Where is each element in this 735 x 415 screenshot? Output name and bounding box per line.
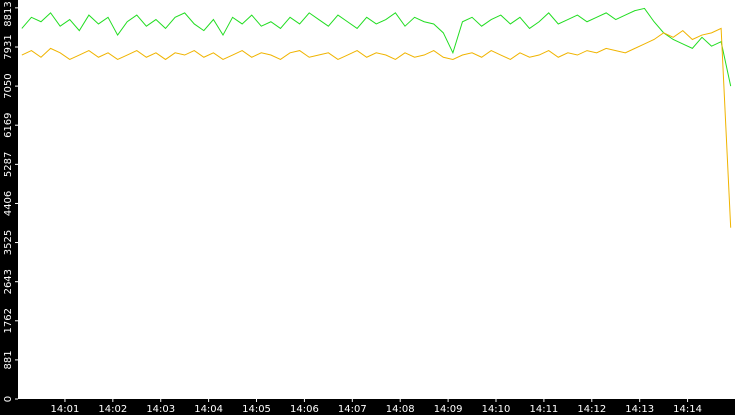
x-tick-label: 14:14 [673, 404, 702, 415]
x-tick-label: 14:06 [290, 404, 319, 415]
series-line [21, 27, 732, 228]
y-tick-label: 7931 [3, 34, 14, 59]
x-tick-label: 14:08 [386, 404, 415, 415]
y-tick-label: 0 [3, 396, 14, 402]
x-tick-label: 14:05 [242, 404, 271, 415]
x-tick-label: 14:03 [146, 404, 175, 415]
x-tick-label: 14:12 [577, 404, 606, 415]
y-tick-label: 8813 [3, 1, 14, 26]
y-tick-label: 3525 [3, 230, 14, 255]
x-tick-label: 14:01 [51, 404, 80, 415]
x-tick-label: 14:11 [529, 404, 558, 415]
y-tick-label: 1762 [3, 308, 14, 333]
y-tick-label: 4406 [3, 191, 14, 216]
x-axis-strip [0, 399, 735, 415]
x-tick-label: 14:09 [434, 404, 463, 415]
y-tick-label: 2643 [3, 269, 14, 294]
x-tick-label: 14:07 [338, 404, 367, 415]
series-line [21, 7, 732, 87]
x-tick-label: 14:04 [194, 404, 223, 415]
y-tick-label: 881 [3, 350, 14, 369]
x-tick-label: 14:02 [98, 404, 127, 415]
y-tick-label: 6169 [3, 112, 14, 137]
y-tick-label: 7050 [3, 73, 14, 98]
y-axis-strip [0, 0, 18, 415]
x-tick-label: 14:13 [625, 404, 654, 415]
y-tick-label: 5287 [3, 152, 14, 177]
x-tick-label: 14:10 [482, 404, 511, 415]
